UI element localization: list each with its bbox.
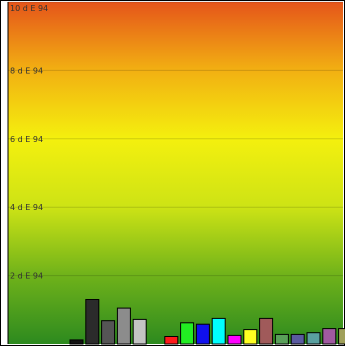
bar	[338, 328, 345, 345]
grid-lines	[8, 1, 343, 277]
y-tick-label: 8 d E 94	[10, 66, 43, 75]
plot-background	[8, 2, 343, 344]
bar	[259, 317, 274, 345]
y-tick-label: 4 d E 94	[10, 203, 43, 212]
y-tick-label: 2 d E 94	[10, 272, 43, 281]
bar	[132, 318, 147, 345]
bar	[195, 323, 210, 345]
bar	[116, 307, 131, 345]
bar	[322, 328, 337, 345]
bar	[243, 329, 258, 345]
bar	[101, 320, 116, 345]
bar	[274, 333, 289, 345]
bar	[227, 334, 242, 345]
bar	[180, 322, 195, 345]
bar	[164, 336, 179, 345]
bar	[211, 317, 226, 345]
bar	[69, 339, 84, 345]
bar	[306, 332, 321, 345]
bars	[69, 299, 345, 345]
y-tick-label: 10 d E 94	[10, 4, 48, 13]
y-tick-labels: 2 d E 94 4 d E 94 6 d E 94 8 d E 94 10 d E 9…	[10, 4, 48, 281]
y-tick-label: 6 d E 94	[10, 135, 43, 144]
bar	[290, 333, 305, 345]
bar	[85, 299, 100, 345]
